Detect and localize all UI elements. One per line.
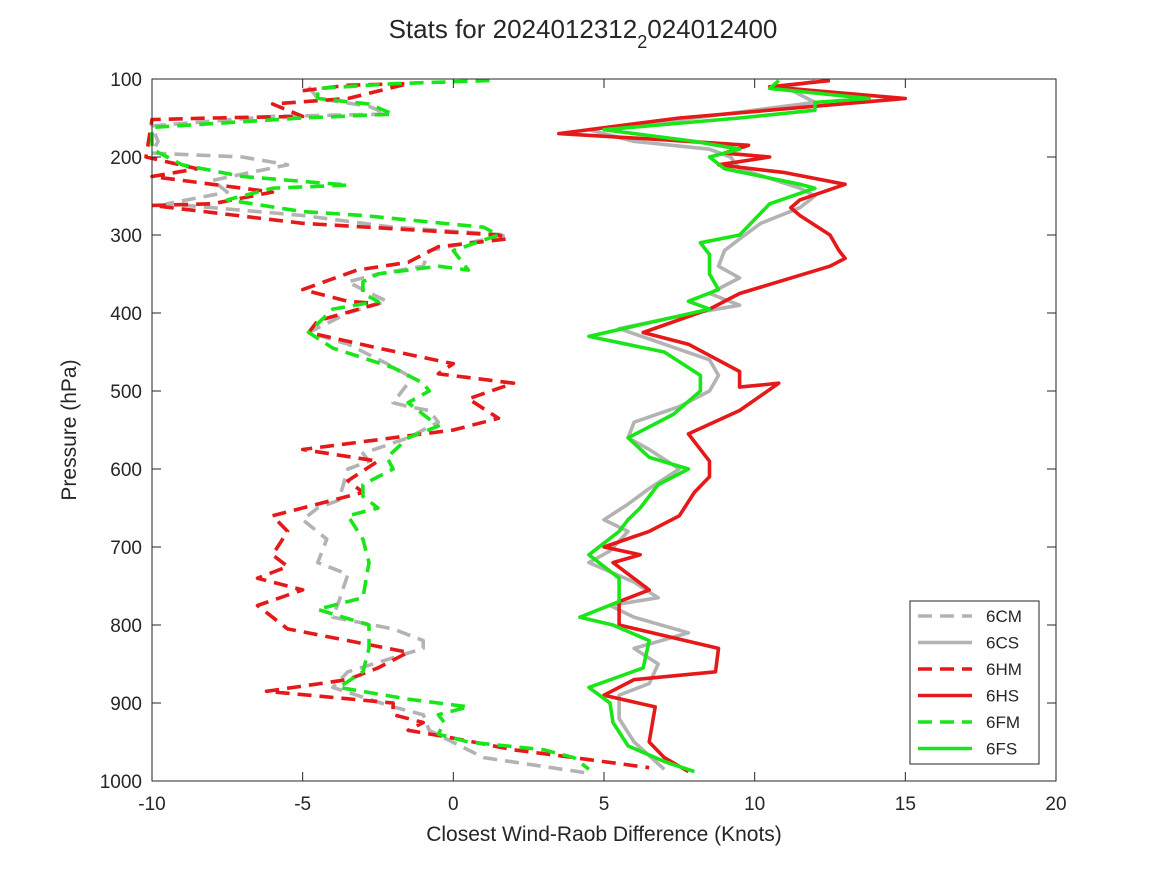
legend-box bbox=[909, 600, 1040, 765]
y-tick-label: 100 bbox=[110, 70, 142, 91]
plot-frame bbox=[151, 78, 1057, 782]
legend-label-6hs: 6HS bbox=[986, 687, 1019, 706]
series-line-6hs bbox=[556, 78, 908, 774]
series-line-6fm bbox=[150, 78, 591, 771]
x-tick-label: 20 bbox=[1045, 794, 1066, 815]
tick-layer: -10 -5 0 5 10 15 20 100 200 300 400 500 600 700 800 900… bbox=[100, 70, 1067, 815]
chart-title-tail: 024012400 bbox=[647, 14, 777, 44]
legend-label-6fs: 6FS bbox=[986, 740, 1017, 759]
y-tick-label: 600 bbox=[110, 460, 142, 481]
x-tick-label: 0 bbox=[448, 794, 459, 815]
y-tick-label: 800 bbox=[110, 616, 142, 637]
x-tick-label: 10 bbox=[744, 794, 765, 815]
y-tick-label: 500 bbox=[110, 382, 142, 403]
y-tick-label: 700 bbox=[110, 538, 142, 559]
legend-label-6cm: 6CM bbox=[986, 607, 1022, 626]
x-tick-label: -5 bbox=[294, 794, 311, 815]
y-tick-label: 300 bbox=[110, 226, 142, 247]
x-tick-label: -10 bbox=[138, 794, 165, 815]
y-tick-label: 1000 bbox=[100, 772, 142, 793]
series-line-6fs bbox=[578, 79, 872, 774]
y-tick-label: 400 bbox=[110, 304, 142, 325]
legend-label-6fm: 6FM bbox=[986, 713, 1020, 732]
x-tick-label: 5 bbox=[599, 794, 610, 815]
legend: 6CM 6CS 6HM 6HS 6FM 6FS bbox=[909, 600, 1040, 765]
legend-label-6hm: 6HM bbox=[986, 660, 1022, 679]
chart-title-main: Stats for 2024012312 bbox=[389, 14, 638, 44]
series-layer bbox=[144, 78, 908, 775]
y-tick-label: 900 bbox=[110, 694, 142, 715]
plot-area bbox=[152, 79, 1056, 781]
legend-label-6cs: 6CS bbox=[986, 634, 1019, 653]
y-tick-label: 200 bbox=[110, 148, 142, 169]
x-tick-label: 15 bbox=[895, 794, 916, 815]
y-axis-label: Pressure (hPa) bbox=[58, 359, 81, 500]
series-line-6hm bbox=[144, 81, 650, 770]
chart-title-subscript: 2 bbox=[637, 32, 647, 52]
x-axis-label: Closest Wind-Raob Difference (Knots) bbox=[426, 823, 782, 846]
chart-title: Stats for 20240123122024012400 bbox=[389, 14, 778, 52]
